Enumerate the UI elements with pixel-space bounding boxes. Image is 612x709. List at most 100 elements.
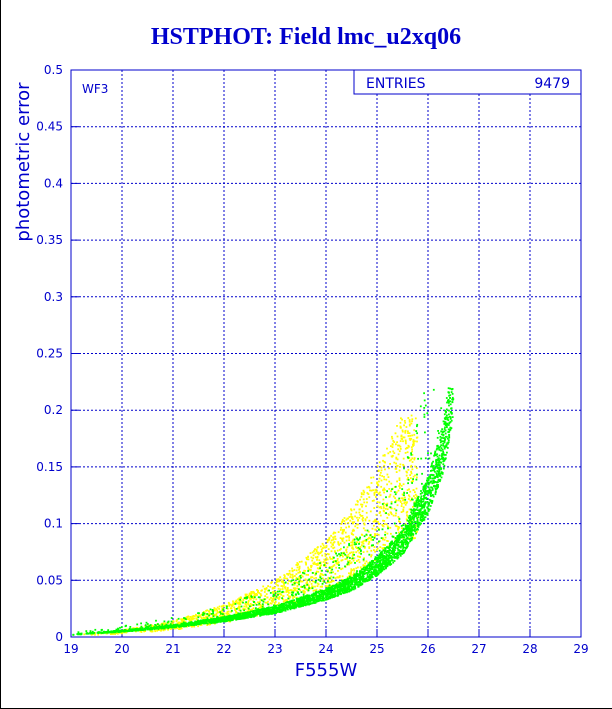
data-point (412, 524, 415, 527)
data-point (416, 513, 419, 516)
data-point (252, 607, 255, 610)
data-point (327, 597, 330, 599)
data-point (274, 601, 277, 603)
data-point (438, 446, 440, 449)
data-point (322, 591, 324, 594)
data-point (400, 545, 402, 548)
data-point (275, 594, 278, 597)
data-point (288, 572, 291, 575)
data-point (406, 540, 409, 543)
data-point (377, 520, 379, 523)
data-point (348, 563, 350, 566)
data-point (366, 501, 368, 504)
data-point (410, 522, 413, 525)
data-point (147, 625, 149, 628)
data-point (416, 530, 418, 533)
data-point (440, 471, 443, 473)
data-point (238, 597, 241, 600)
data-point (213, 613, 216, 616)
data-point (329, 571, 331, 574)
data-point (440, 449, 442, 452)
data-point (444, 435, 447, 438)
data-point (376, 547, 379, 550)
data-point (446, 451, 448, 454)
data-point (416, 436, 419, 439)
data-point (253, 591, 255, 594)
data-point (242, 612, 245, 614)
data-point (388, 550, 390, 552)
data-point (374, 518, 377, 521)
data-point (372, 561, 375, 563)
data-point (402, 483, 405, 486)
data-point (269, 602, 272, 605)
data-point (335, 566, 337, 569)
data-point (359, 570, 361, 572)
data-point (415, 508, 418, 511)
data-point (297, 591, 299, 594)
data-point (400, 434, 403, 437)
data-point (339, 542, 342, 545)
data-point (286, 587, 289, 589)
data-point (379, 560, 381, 563)
data-point (387, 476, 390, 478)
data-point (372, 571, 375, 574)
data-point (217, 611, 219, 614)
data-point (308, 587, 310, 589)
data-point (377, 563, 380, 566)
data-point (350, 508, 352, 511)
data-point (446, 442, 448, 445)
data-point (378, 512, 381, 514)
data-point (405, 502, 408, 504)
data-point (136, 623, 139, 626)
data-point (370, 574, 372, 577)
data-point (319, 580, 322, 582)
data-point (438, 449, 441, 451)
data-point (391, 547, 394, 549)
data-point (291, 599, 294, 602)
data-point (417, 514, 420, 516)
data-point (231, 609, 233, 612)
data-point (368, 547, 371, 549)
data-point (337, 591, 339, 594)
data-point (382, 568, 385, 571)
data-point (404, 539, 407, 542)
data-point (152, 627, 155, 629)
data-point (278, 580, 280, 583)
data-point (305, 582, 308, 584)
data-point (392, 440, 395, 442)
data-point (384, 544, 386, 546)
data-point (408, 495, 411, 498)
data-point (389, 563, 391, 566)
data-point (358, 551, 361, 554)
data-point (152, 625, 155, 627)
data-point (324, 555, 327, 557)
data-point (352, 572, 355, 575)
data-point (398, 533, 401, 535)
data-point (401, 527, 403, 530)
data-point (263, 598, 266, 601)
data-point (188, 619, 191, 622)
data-point (370, 560, 373, 562)
data-point (197, 612, 199, 615)
data-point (218, 611, 220, 614)
data-point (408, 424, 411, 427)
data-point (340, 588, 342, 590)
data-point (250, 597, 253, 599)
data-point (386, 504, 388, 507)
data-point (344, 522, 347, 525)
data-point (397, 444, 399, 447)
data-point (362, 559, 365, 562)
data-point (411, 418, 414, 421)
data-point (438, 457, 440, 460)
data-point (329, 541, 332, 544)
data-point (151, 630, 154, 633)
data-point (295, 581, 298, 584)
data-point (295, 597, 298, 600)
data-point (166, 621, 169, 624)
data-point (442, 420, 445, 423)
data-point (262, 600, 265, 603)
data-point (375, 488, 378, 491)
data-point (318, 590, 320, 593)
data-point (445, 435, 448, 438)
data-point (414, 527, 416, 529)
